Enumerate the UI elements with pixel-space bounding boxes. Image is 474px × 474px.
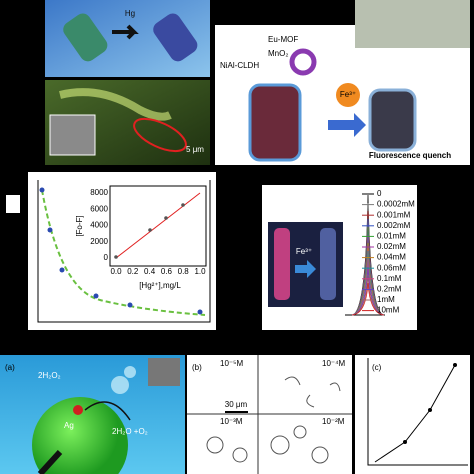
layer-label: Eu-MOF [268, 35, 298, 44]
peak [351, 274, 385, 316]
panel-label: (a) [5, 363, 15, 372]
peak [351, 250, 385, 316]
x-tick-label: 0.6 [161, 267, 173, 276]
axes [367, 358, 468, 466]
peak [351, 282, 385, 316]
legend-label: 0.2mM [377, 285, 402, 294]
legend-label: 1mM [377, 295, 395, 304]
arrow [295, 260, 316, 278]
product-label: 2H₂O +O₂ [112, 427, 148, 436]
nanotube [368, 88, 417, 152]
scale-label: 5 μm [186, 145, 204, 154]
legend-label: 0.0002mM [377, 200, 415, 209]
layer-ring [289, 48, 317, 76]
concentration-label: 10⁻³M [220, 417, 243, 426]
legend-label: 0.1mM [377, 274, 402, 283]
reactant-label: 2H₂O₂ [38, 371, 61, 380]
ag-particle [73, 405, 83, 415]
concentration-label: 10⁻²M [322, 417, 345, 426]
points [403, 363, 457, 444]
particle-label: Ag [64, 421, 74, 430]
result-label: Fluorescence quench [369, 151, 451, 160]
photo-label: Fe³⁺ [296, 247, 312, 256]
ion-badge [336, 83, 360, 107]
points [39, 187, 203, 315]
layer-label: MnO₂ [268, 49, 288, 58]
axes [37, 180, 211, 323]
panel-label: (b) [192, 363, 202, 372]
nanotube [248, 83, 302, 162]
tube [153, 13, 198, 62]
panel-label: (c) [372, 363, 382, 372]
vial [320, 228, 336, 300]
bubble [111, 376, 129, 394]
y-tick-label: 0 [104, 253, 109, 262]
concentration-label: 10⁻⁴M [322, 359, 346, 368]
legend-label: 0.04mM [377, 253, 406, 262]
arrow [84, 401, 131, 421]
marker-box [6, 195, 20, 213]
scale-label: 30 μm [225, 400, 248, 409]
peak [351, 258, 385, 316]
metal-label: Hg [125, 9, 135, 18]
dividers [187, 355, 352, 474]
trajectories [206, 376, 341, 464]
x-tick-label: 0.8 [178, 267, 190, 276]
inset-image [148, 358, 180, 386]
legend-label: 0.06mM [377, 263, 406, 272]
x-tick-label: 1.0 [194, 267, 206, 276]
glow [59, 88, 172, 121]
legend-label: 10mM [377, 306, 400, 315]
legend-label: 0.02mM [377, 242, 406, 251]
legend-label: 0 [377, 189, 382, 198]
inset-axes [109, 185, 207, 267]
y-tick-label: 6000 [90, 204, 108, 213]
legend-label: 0.01mM [377, 232, 406, 241]
tube [63, 13, 108, 62]
y-tick-label: 8000 [90, 188, 108, 197]
vial [274, 228, 290, 300]
photo-dispersion [355, 0, 470, 48]
arrow [37, 449, 63, 474]
legend-label: 0.001mM [377, 210, 411, 219]
layer-label: NiAl-CLDH [220, 61, 259, 70]
x-tick-label: 0.4 [144, 267, 156, 276]
fit-line [115, 192, 201, 259]
x-tick-label: 0.2 [127, 267, 139, 276]
highlight [133, 117, 187, 153]
legend-label: 0.002mM [377, 221, 411, 230]
y-tick-label: 2000 [90, 237, 108, 246]
fit-curve [41, 189, 206, 316]
peak [351, 218, 385, 316]
arrow [112, 24, 139, 40]
y-axis-label: [Fo-F] [75, 215, 84, 236]
curve [374, 364, 456, 463]
ion-label: Fe³⁺ [340, 90, 356, 99]
arrow [328, 113, 366, 137]
inset-points [114, 203, 185, 259]
sem-inset [49, 114, 96, 156]
peak [351, 266, 385, 316]
x-axis-label: [Hg²⁺],mg/L [139, 281, 181, 290]
y-tick-label: 4000 [90, 221, 108, 230]
x-tick-label: 0.0 [110, 267, 122, 276]
panel-c [355, 355, 470, 474]
bubble [124, 366, 136, 378]
concentration-label: 10⁻⁵M [220, 359, 243, 368]
